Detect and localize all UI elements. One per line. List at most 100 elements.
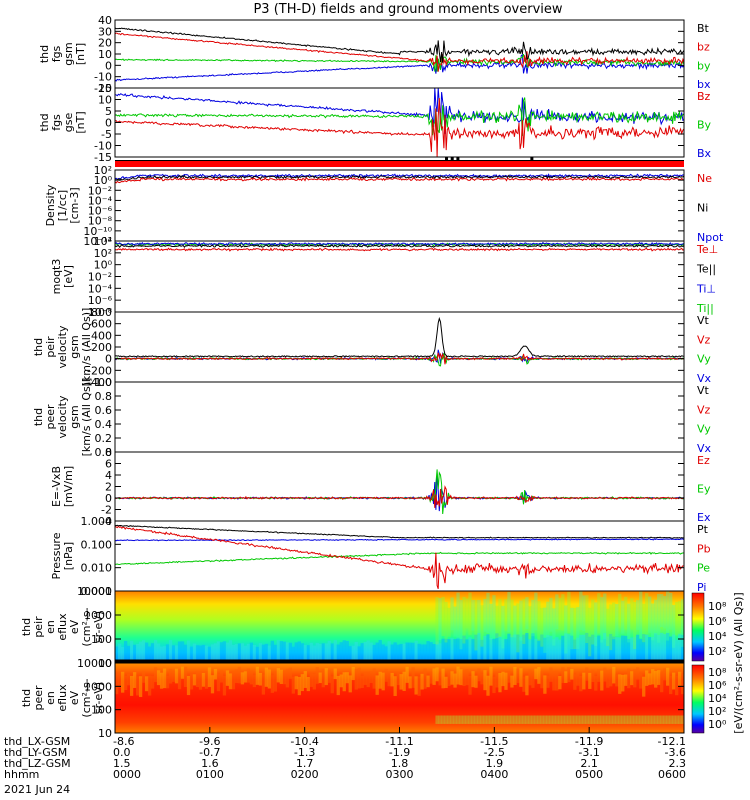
spectrogram-cell	[474, 634, 478, 663]
spectrogram-cell	[597, 669, 601, 682]
legend-Ne: Ne	[697, 172, 712, 185]
spectrogram-cell	[489, 715, 493, 724]
spectrogram-cell	[552, 715, 556, 724]
spectrogram-cell	[627, 603, 631, 643]
spectrogram-cell	[537, 601, 541, 642]
spectrogram-cell	[261, 644, 266, 663]
y-tick-label: 6	[105, 458, 112, 471]
spectrogram-cell	[495, 633, 499, 663]
legend-Ez: Ez	[697, 454, 710, 467]
y-tick-label: 10	[98, 48, 112, 61]
series-Ey-line	[114, 469, 685, 515]
spectrogram-cell	[618, 637, 622, 663]
spectrogram-cell	[228, 673, 233, 690]
spectrogram-cell	[291, 676, 295, 694]
spectrogram-cell	[336, 675, 340, 696]
y-axis-label: peer	[32, 685, 45, 711]
spectrogram-cell	[528, 639, 532, 663]
spectrogram-cell	[579, 715, 583, 724]
spectrogram-cell	[642, 676, 646, 697]
spectrogram-cell	[408, 642, 412, 663]
series-Vt-line	[114, 316, 685, 358]
y-tick-label: 10⁻¹⁰	[83, 225, 112, 238]
spectrogram-cell	[333, 640, 337, 663]
panel-frame	[114, 240, 685, 313]
spectrogram-cell	[132, 672, 137, 688]
y-axis-label: velocity	[56, 325, 69, 368]
spectrogram-cell	[249, 670, 254, 685]
spectrogram-cell	[144, 642, 149, 663]
spectrogram-cell	[621, 635, 625, 663]
x-tick-label: 0200	[291, 768, 319, 781]
y-tick-label: 100	[91, 704, 112, 717]
spectrogram-cell	[390, 644, 394, 663]
spectrogram-cell	[438, 715, 442, 724]
y-axis-label: peir	[44, 336, 57, 358]
spectrogram-cell	[171, 645, 176, 663]
spectrogram-cell	[567, 715, 571, 724]
series-Pt-line	[114, 524, 685, 539]
spectrogram-cell	[498, 672, 502, 693]
series-Te⊥-line	[114, 247, 685, 252]
spectrogram-cell	[531, 715, 535, 724]
spectrogram-cell	[513, 666, 517, 685]
series-Pb-line	[114, 525, 685, 590]
spectrogram-cell	[222, 641, 227, 663]
spectrogram-cell	[258, 672, 263, 686]
spectrogram-cell	[237, 643, 242, 663]
spectrogram-cell	[585, 632, 589, 663]
y-tick-label: 0.010	[81, 562, 113, 575]
status-marker	[456, 157, 460, 160]
spectrogram-cell	[651, 669, 655, 685]
spectrogram-cell	[627, 668, 631, 689]
legend-Pe: Pe	[697, 562, 710, 575]
y-axis-label: sr-eV)	[92, 682, 105, 714]
spectrogram-cell	[609, 604, 613, 651]
spectrogram-cell	[567, 591, 571, 633]
y-axis-label: Density	[44, 184, 57, 226]
y-tick-label: 0	[105, 117, 112, 130]
spectrogram-cell	[564, 605, 568, 654]
spectrogram-cell	[156, 670, 161, 686]
spectrogram-cell	[459, 600, 463, 650]
spectrogram-cell	[621, 674, 625, 692]
y-tick-label: 0.0	[95, 446, 113, 459]
spectrogram-cell	[501, 671, 505, 687]
spectrogram-cell	[531, 672, 535, 688]
spectrogram-cell	[462, 715, 466, 724]
spectrogram-cell	[348, 675, 352, 693]
spectrogram-cell	[465, 598, 469, 629]
spectrogram-cell	[558, 715, 562, 724]
spectrogram-cell	[621, 715, 625, 724]
spectrogram-cell	[282, 641, 286, 663]
spectrogram-cell	[549, 635, 553, 663]
spectrogram-cell	[366, 673, 370, 688]
spectrogram-cell	[117, 671, 122, 688]
spectrogram-cell	[591, 669, 595, 683]
spectrogram-cell	[606, 636, 610, 663]
spectrogram-cell	[414, 640, 418, 663]
colorbar-tick-label: 10⁸	[708, 666, 727, 679]
legend-Ni: Ni	[697, 202, 708, 215]
spectrogram-cell	[657, 715, 661, 724]
spectrogram-cell	[441, 638, 445, 663]
spectrogram-cell	[483, 715, 487, 724]
spectrogram-cell	[318, 672, 322, 684]
spectrogram-cell	[444, 676, 448, 689]
spectrogram-cell	[399, 643, 403, 663]
spectrogram-cell	[288, 667, 292, 679]
spectrogram-cell	[489, 603, 493, 640]
spectrogram-cell	[570, 668, 574, 680]
spectrogram-cell	[480, 605, 484, 647]
y-axis-label: thd	[20, 689, 33, 707]
x-row-name: thd_LZ-GSM	[4, 757, 71, 770]
y-tick-label: 0	[105, 492, 112, 505]
spectrogram-cell	[603, 593, 607, 639]
spectrogram-cell	[567, 667, 571, 683]
spectrogram-cell	[162, 646, 167, 663]
spectrogram-cell	[678, 715, 682, 724]
spectrogram-cell	[144, 676, 149, 692]
spectrogram-cell	[501, 605, 505, 649]
